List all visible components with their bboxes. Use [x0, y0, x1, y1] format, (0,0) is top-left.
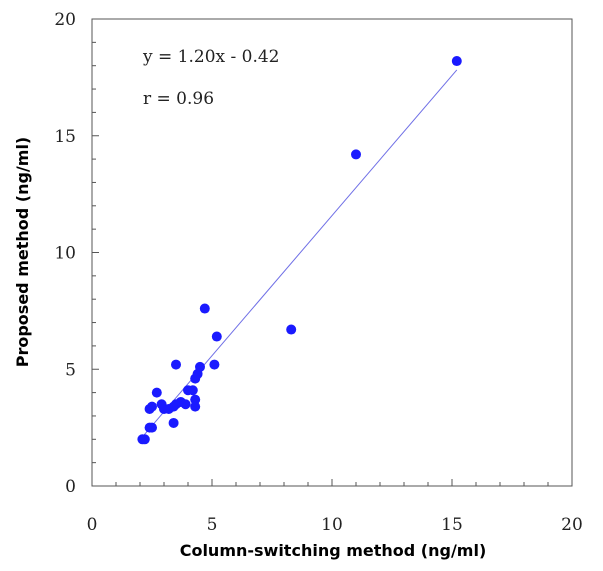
- x-tick-label: 10: [321, 515, 343, 535]
- data-point: [147, 422, 157, 433]
- data-point: [351, 149, 361, 160]
- data-point: [168, 417, 179, 428]
- data-point: [211, 331, 222, 342]
- data-point: [171, 359, 181, 370]
- data-point: [187, 385, 198, 396]
- data-point: [451, 56, 462, 67]
- correlation-coefficient: r = 0.96: [143, 89, 214, 109]
- data-point: [190, 401, 201, 412]
- data-point: [180, 399, 191, 410]
- data-point: [139, 434, 150, 445]
- x-tick-label: 0: [87, 515, 98, 535]
- y-tick-label: 0: [65, 477, 76, 497]
- y-tick-label: 20: [54, 10, 76, 30]
- data-point: [147, 401, 157, 412]
- y-tick-label: 5: [65, 360, 76, 380]
- data-point: [286, 324, 297, 335]
- data-point: [190, 394, 201, 405]
- data-point: [195, 361, 205, 372]
- data-point: [199, 303, 210, 314]
- data-points: [137, 56, 462, 445]
- data-point: [151, 387, 162, 398]
- y-axis-title: Proposed method (ng/ml): [13, 137, 32, 368]
- axis-tick-labels: 0 5 10 15 20 0 5 10 15 20: [54, 10, 582, 535]
- y-tick-label: 15: [54, 127, 76, 147]
- data-point: [209, 359, 220, 370]
- y-tick-label: 10: [54, 244, 76, 264]
- regression-line: [142, 69, 458, 438]
- axis-ticks: [91, 18, 573, 487]
- x-tick-label: 20: [561, 515, 583, 535]
- x-tick-label: 5: [207, 515, 218, 535]
- x-tick-label: 15: [441, 515, 463, 535]
- x-axis-title: Column-switching method (ng/ml): [180, 541, 487, 560]
- regression-equation: y = 1.20x - 0.42: [142, 47, 280, 67]
